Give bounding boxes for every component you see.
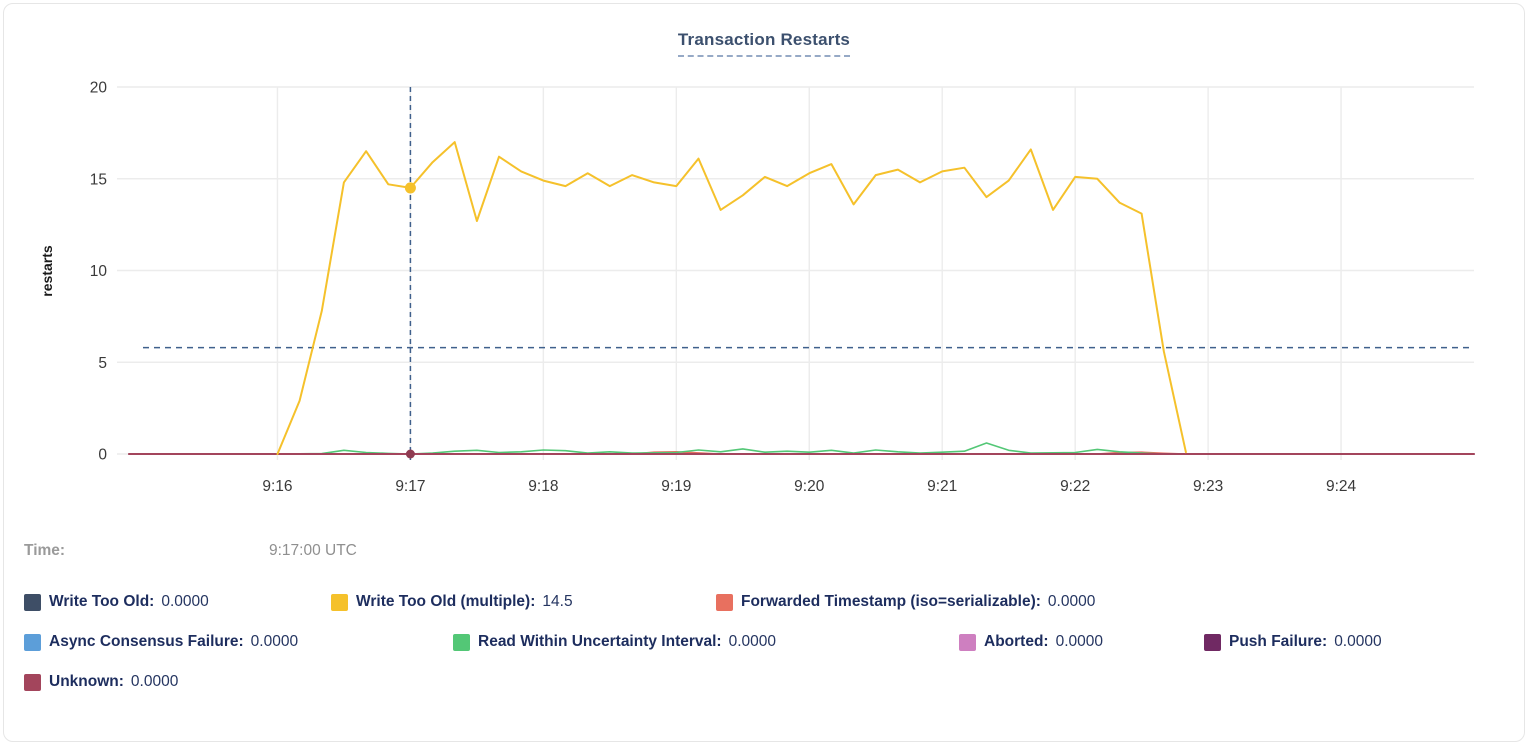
x-tick-label: 9:18 <box>528 478 558 495</box>
legend-value: 0.0000 <box>161 593 209 610</box>
legend-swatch-unknown <box>24 673 41 691</box>
y-tick-label: 10 <box>90 263 108 280</box>
legend-label: Async Consensus Failure: <box>49 633 244 650</box>
legend-item-forwarded-timestamp: Forwarded Timestamp (iso=serializable): 0… <box>716 593 1095 611</box>
legend-row: Unknown: 0.0000 <box>24 670 1514 694</box>
legend-label: Aborted: <box>984 633 1049 650</box>
legend-label: Write Too Old: <box>49 593 155 610</box>
legend-item-read-within-uncertainty-interval: Read Within Uncertainty Interval: 0.0000 <box>453 633 959 651</box>
hover-dot <box>405 449 415 459</box>
legend-swatch-write-too-old-multiple <box>331 593 348 611</box>
legend-row: Write Too Old: 0.0000 Write Too Old (multi… <box>24 590 1514 614</box>
y-tick-label: 20 <box>90 80 108 97</box>
chart-legend: Write Too Old: 0.0000 Write Too Old (multi… <box>24 590 1514 710</box>
x-tick-label: 9:22 <box>1060 478 1090 495</box>
x-tick-label: 9:24 <box>1326 478 1357 495</box>
transaction-restarts-chart[interactable]: 0 5 10 15 20 9:16 9:17 9:18 9:19 9:20 9:21 9:22 9:23… <box>4 4 1528 524</box>
legend-swatch-async-consensus-failure <box>24 633 41 651</box>
y-tick-label: 15 <box>90 171 107 188</box>
legend-value: 0.0000 <box>1334 633 1382 650</box>
legend-item-push-failure: Push Failure: 0.0000 <box>1204 633 1382 651</box>
legend-label: Unknown: <box>49 673 124 690</box>
legend-label: Push Failure: <box>1229 633 1328 650</box>
chart-card: Transaction Restarts 0 5 10 15 20 9:16 9:17 9:1… <box>3 3 1525 742</box>
x-tick-label: 9:19 <box>661 478 691 495</box>
series-line-write-too-old-multiple- <box>276 141 1187 455</box>
legend-item-aborted: Aborted: 0.0000 <box>959 633 1204 651</box>
time-value: 9:17:00 UTC <box>269 542 357 559</box>
legend-value: 0.0000 <box>1055 633 1103 650</box>
legend-swatch-forwarded-timestamp <box>716 593 733 611</box>
legend-value: 0.0000 <box>130 673 179 690</box>
legend-item-write-too-old-multiple: Write Too Old (multiple): 14.5 <box>331 593 716 611</box>
legend-label: Read Within Uncertainty Interval: <box>478 633 722 650</box>
x-tick-label: 9:16 <box>262 478 292 495</box>
y-tick-label: 5 <box>98 355 107 372</box>
legend-swatch-write-too-old <box>24 593 41 611</box>
x-tick-label: 9:21 <box>927 478 957 495</box>
legend-swatch-aborted <box>959 633 976 651</box>
x-tick-label: 9:17 <box>395 478 425 495</box>
gridlines: 0 5 10 15 20 9:16 9:17 9:18 9:19 9:20 9:21 9:22 9:23… <box>90 80 1474 495</box>
chart-title: Transaction Restarts <box>677 30 851 57</box>
y-axis-title: restarts <box>39 245 55 297</box>
x-tick-label: 9:23 <box>1193 478 1223 495</box>
chart-header: Transaction Restarts <box>4 30 1524 57</box>
legend-swatch-push-failure <box>1204 633 1221 651</box>
x-tick-label: 9:20 <box>794 478 825 495</box>
legend-value: 14.5 <box>542 593 573 610</box>
legend-item-async-consensus-failure: Async Consensus Failure: 0.0000 <box>24 633 453 651</box>
legend-swatch-read-within-uncertainty-interval <box>453 633 470 651</box>
legend-value: 0.0000 <box>1047 593 1096 610</box>
series-line-read-within-uncertainty-interval <box>276 442 1165 455</box>
legend-item-unknown: Unknown: 0.0000 <box>24 673 178 691</box>
legend-row: Async Consensus Failure: 0.0000 Read Withi… <box>24 630 1514 654</box>
hover-dot <box>404 182 416 194</box>
legend-label: Forwarded Timestamp (iso=serializable): <box>741 593 1041 610</box>
hover-time-readout: Time: 9:17:00 UTC <box>24 542 1504 566</box>
legend-label: Write Too Old (multiple): <box>356 593 536 610</box>
legend-value: 0.0000 <box>728 633 777 650</box>
legend-item-write-too-old: Write Too Old: 0.0000 <box>24 593 331 611</box>
y-tick-label: 0 <box>98 447 107 464</box>
time-label: Time: <box>24 542 66 559</box>
legend-value: 0.0000 <box>250 633 299 650</box>
